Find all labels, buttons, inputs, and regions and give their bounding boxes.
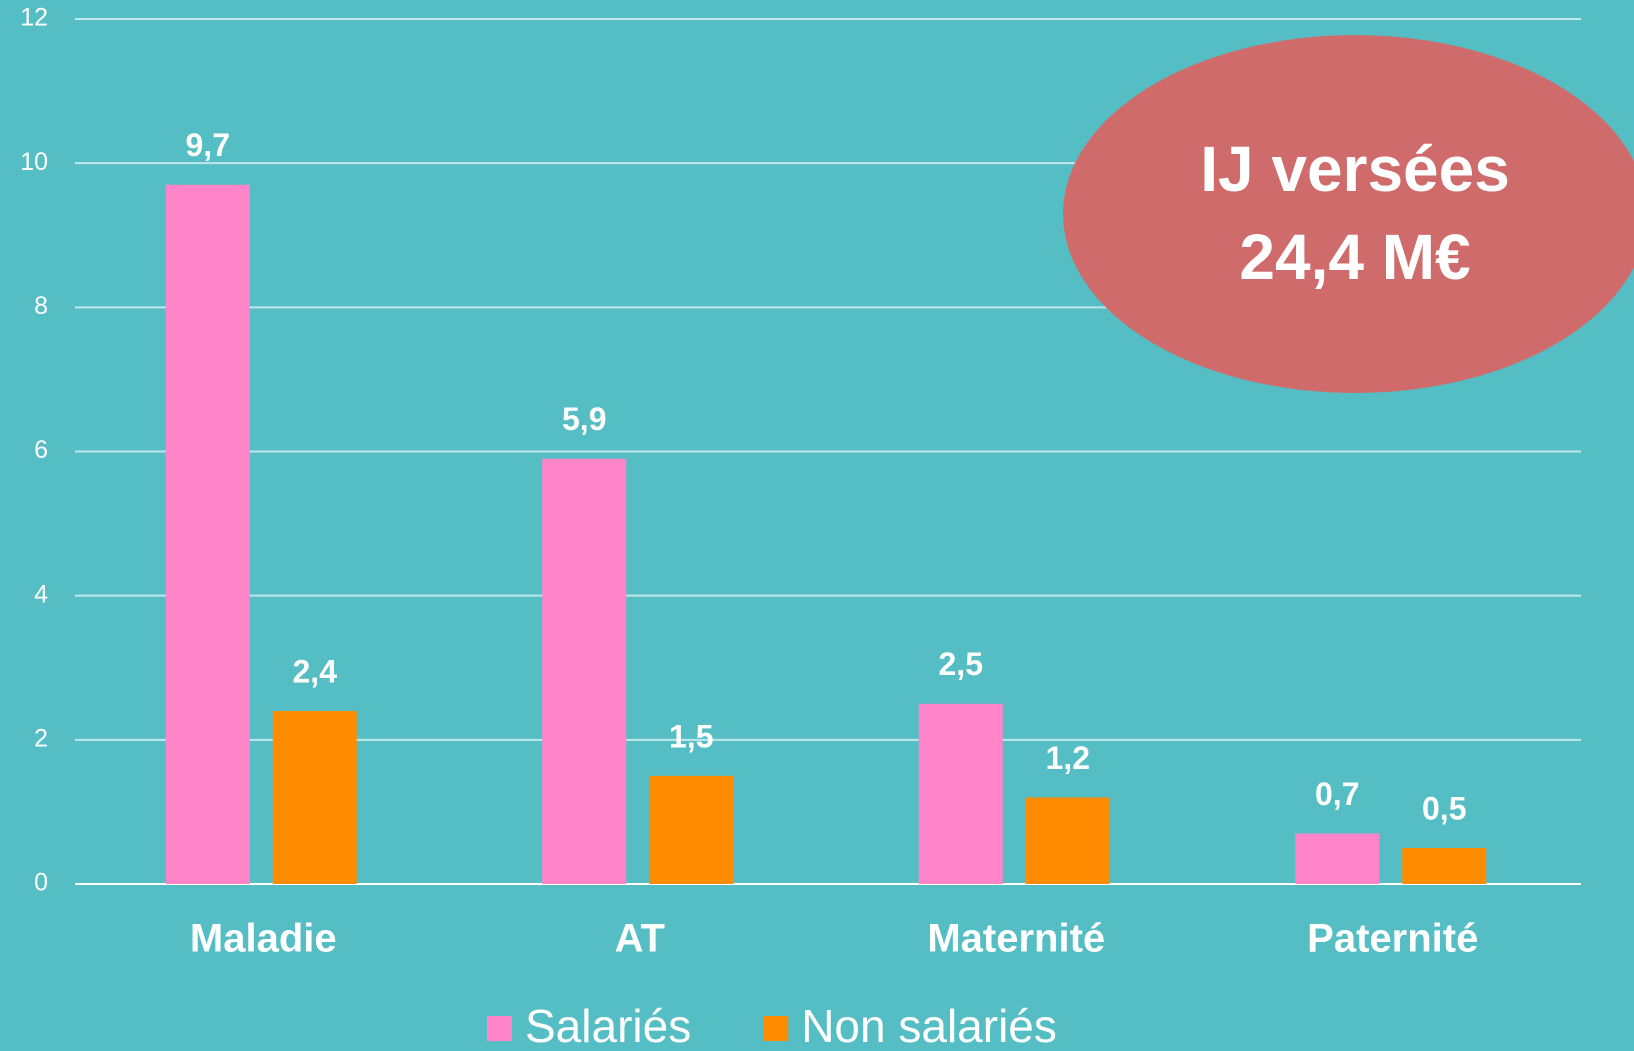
- x-tick-label: Maladie: [190, 917, 337, 961]
- y-tick-label: 0: [34, 869, 48, 897]
- annotation-ellipse: [1063, 35, 1634, 393]
- x-tick-label: AT: [615, 917, 665, 961]
- bar: [272, 711, 357, 884]
- y-tick-label: 10: [20, 148, 48, 176]
- value-label: 9,7: [186, 127, 230, 163]
- y-tick-label: 8: [34, 292, 48, 320]
- annotation-text: IJ versées: [1200, 133, 1510, 205]
- legend-label: Salariés: [525, 1000, 691, 1051]
- legend-label: Non salariés: [801, 1000, 1057, 1051]
- y-tick-label: 2: [34, 724, 48, 752]
- y-tick-label: 6: [34, 436, 48, 464]
- bar: [165, 184, 250, 884]
- value-label: 0,7: [1315, 776, 1359, 812]
- y-tick-label: 12: [20, 4, 48, 32]
- legend-swatch: [763, 1016, 789, 1041]
- bar: [918, 703, 1003, 884]
- bar: [649, 775, 734, 884]
- bar: [542, 458, 627, 884]
- annotation-text: 24,4 M€: [1239, 221, 1470, 293]
- bar: [1402, 847, 1487, 884]
- value-label: 5,9: [562, 401, 606, 437]
- value-label: 2,5: [939, 646, 983, 682]
- legend-swatch: [487, 1016, 512, 1041]
- x-tick-label: Maternité: [927, 917, 1105, 961]
- bar: [1295, 833, 1380, 884]
- value-label: 1,2: [1046, 740, 1090, 776]
- y-tick-label: 4: [34, 580, 48, 608]
- bar: [1025, 797, 1110, 884]
- x-tick-label: Paternité: [1307, 917, 1478, 961]
- value-label: 1,5: [669, 718, 713, 754]
- value-label: 0,5: [1422, 790, 1466, 826]
- value-label: 2,4: [293, 653, 338, 689]
